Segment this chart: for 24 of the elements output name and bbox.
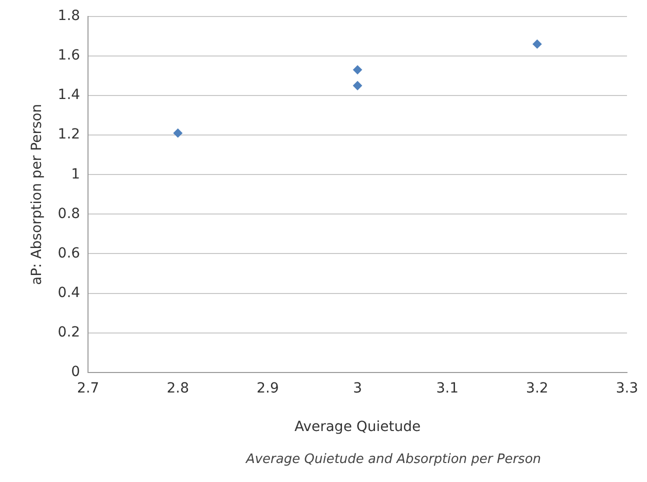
x-tick-label: 3 xyxy=(353,380,362,396)
point xyxy=(353,65,362,74)
y-tick-label: 0.2 xyxy=(58,324,80,340)
y-tick-label: 0.4 xyxy=(58,284,80,301)
point xyxy=(173,128,182,138)
y-tick-label: 1.4 xyxy=(58,87,80,104)
y-tick-label: 1 xyxy=(71,166,80,182)
y-tick-label: 1.6 xyxy=(58,48,80,64)
y-tick-label: 1.8 xyxy=(58,8,80,24)
y-tick-label: 0 xyxy=(71,364,80,380)
point xyxy=(353,81,362,90)
y-tick-label: 0.6 xyxy=(58,245,80,262)
x-tick-label: 2.7 xyxy=(76,380,100,396)
x-tick-label: 2.9 xyxy=(256,380,279,396)
x-tick-label: 2.8 xyxy=(166,380,190,396)
y-axis-title: aP: Absorption per Person xyxy=(29,104,46,285)
y-tick-label: 0.8 xyxy=(58,206,80,222)
x-tick-label: 3.3 xyxy=(616,380,638,396)
x-tick-label: 3.2 xyxy=(526,380,548,396)
point xyxy=(532,40,542,49)
y-tick-label: 1.2 xyxy=(58,126,80,143)
text: Average Quietude and Absorption per Person xyxy=(244,452,542,467)
x-axis-title: Average Quietude xyxy=(294,419,421,436)
x-tick-label: 3.1 xyxy=(436,380,458,396)
